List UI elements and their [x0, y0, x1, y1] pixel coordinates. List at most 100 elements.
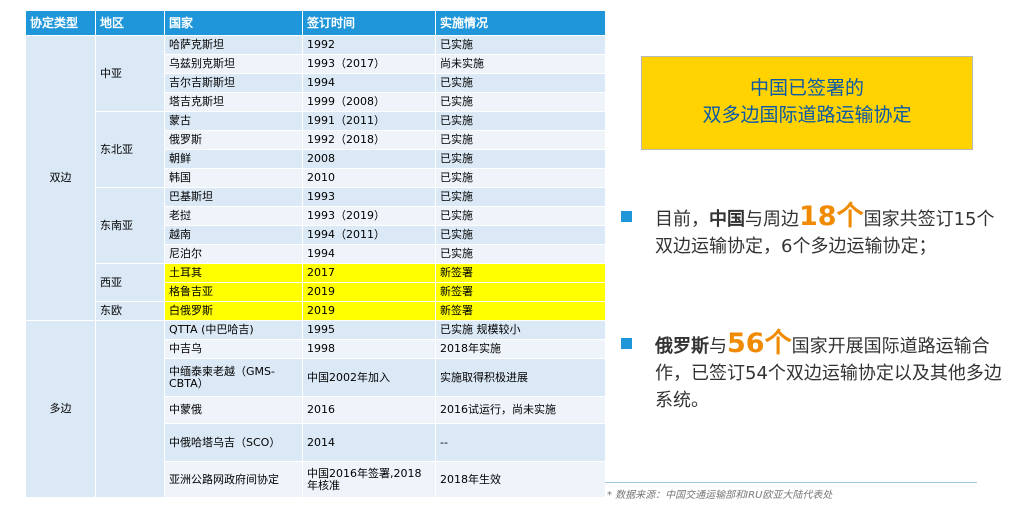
country-cell: 哈萨克斯坦 [165, 36, 303, 55]
table-row: 东北亚 蒙古 1991（2011） 已实施 [26, 112, 606, 188]
status-cell: 已实施 [436, 93, 606, 112]
header-status: 实施情况 [436, 11, 606, 36]
header-date: 签订时间 [303, 11, 436, 36]
bullet-text: 俄罗斯与56个国家开展国际道路运输合作，已签订54个双边运输协定以及其他多边系统… [655, 330, 1007, 414]
date-cell: 2008 [303, 150, 436, 169]
table-row: 中蒙俄 2016 2016试运行，尚未实施 [26, 397, 606, 424]
status-cell: 2018年实施 [436, 340, 606, 359]
text-part: 国家开展国际道路运输合作，已签订54个双边运输协定以及其他多边系统。 [655, 336, 1002, 411]
country-cell: 白俄罗斯 [165, 302, 303, 321]
country-cell: 中俄哈塔乌吉（SCO） [165, 424, 303, 462]
date-cell: 1992（2018） [303, 131, 436, 150]
country-cell: 中蒙俄 [165, 397, 303, 424]
status-cell: 新签署 [436, 264, 606, 283]
date-cell: 1995 [303, 321, 436, 340]
date-cell: 1998 [303, 340, 436, 359]
table-row: 越南 1994（2011） 已实施 [26, 226, 606, 245]
status-cell: 已实施 [436, 74, 606, 93]
status-cell: 已实施 [436, 150, 606, 169]
status-cell: 尚未实施 [436, 55, 606, 74]
status-cell: 已实施 [436, 131, 606, 150]
status-cell: 已实施 规模较小 [436, 321, 606, 340]
bold-country: 俄罗斯 [655, 336, 709, 357]
square-bullet-icon [621, 338, 632, 349]
table-row: 中吉乌 1998 2018年实施 [26, 340, 606, 359]
country-cell: 蒙古 [165, 112, 303, 131]
country-cell: 越南 [165, 226, 303, 245]
region-cell-northeast-asia: 东北亚 [96, 112, 165, 188]
table-row: 乌兹别克斯坦 1993（2017） 尚未实施 [26, 55, 606, 74]
source-divider [605, 482, 977, 483]
country-cell: 中缅泰柬老越（GMS-CBTA） [165, 359, 303, 397]
table-row: 亚洲公路网政府间协定 中国2016年签署,2018年核准 2018年生效 [26, 462, 606, 498]
date-cell: 1994 [303, 74, 436, 93]
date-cell: 1992 [303, 36, 436, 55]
region-cell-central-asia: 中亚 [96, 36, 165, 112]
region-cell-west-asia: 西亚 [96, 264, 165, 302]
table-row: 中俄哈塔乌吉（SCO） 2014 -- [26, 424, 606, 462]
status-cell: 新签署 [436, 302, 606, 321]
region-cell-southeast-asia: 东南亚 [96, 188, 165, 264]
date-cell: 中国2002年加入 [303, 359, 436, 397]
agreements-table: 协定类型 地区 国家 签订时间 实施情况 双边 中亚 哈萨克斯坦 1992 已实… [26, 11, 606, 498]
country-cell: 土耳其 [165, 264, 303, 283]
country-cell: 巴基斯坦 [165, 188, 303, 207]
highlight-number: 56个 [727, 328, 792, 359]
header-region: 地区 [96, 11, 165, 36]
country-cell: 俄罗斯 [165, 131, 303, 150]
status-cell: 已实施 [436, 245, 606, 264]
table-row: 多边 QTTA (中巴哈吉) 1995 已实施 规模较小 [26, 321, 606, 498]
date-cell: 2014 [303, 424, 436, 462]
status-cell: 实施取得积极进展 [436, 359, 606, 397]
country-cell: 韩国 [165, 169, 303, 188]
table-row: 俄罗斯 1992（2018） 已实施 [26, 131, 606, 150]
bullet-china: 目前，中国与周边18个国家共签订15个双边运输协定，6个多边运输协定； [621, 203, 1007, 260]
bullet-russia: 俄罗斯与56个国家开展国际道路运输合作，已签订54个双边运输协定以及其他多边系统… [621, 330, 1007, 414]
status-cell: -- [436, 424, 606, 462]
date-cell: 中国2016年签署,2018年核准 [303, 462, 436, 498]
country-cell: 朝鲜 [165, 150, 303, 169]
country-cell: 塔吉克斯坦 [165, 93, 303, 112]
status-cell: 2018年生效 [436, 462, 606, 498]
text-part: 目前， [655, 209, 709, 230]
table-row: 朝鲜 2008 已实施 [26, 150, 606, 169]
date-cell: 1993（2017） [303, 55, 436, 74]
type-cell-bilateral: 双边 [26, 36, 96, 321]
status-cell: 已实施 [436, 188, 606, 207]
country-cell: QTTA (中巴哈吉) [165, 321, 303, 340]
date-cell: 1999（2008） [303, 93, 436, 112]
header-type: 协定类型 [26, 11, 96, 36]
date-cell: 1993 [303, 188, 436, 207]
date-cell: 2017 [303, 264, 436, 283]
table-header-row: 协定类型 地区 国家 签订时间 实施情况 [26, 11, 606, 36]
table-row-highlighted: 格鲁吉亚 2019 新签署 [26, 283, 606, 302]
status-cell: 新签署 [436, 283, 606, 302]
date-cell: 1991（2011） [303, 112, 436, 131]
status-cell: 已实施 [436, 36, 606, 55]
table-row: 东南亚 巴基斯坦 1993 已实施 [26, 188, 606, 264]
region-cell-east-europe: 东欧 [96, 302, 165, 321]
date-cell: 2016 [303, 397, 436, 424]
square-bullet-icon [621, 211, 632, 222]
date-cell: 2010 [303, 169, 436, 188]
date-cell: 2019 [303, 302, 436, 321]
status-cell: 已实施 [436, 226, 606, 245]
table-row: 双边 中亚 哈萨克斯坦 1992 已实施 [26, 36, 606, 321]
type-cell-multilateral: 多边 [26, 321, 96, 498]
table-row-highlighted: 西亚 土耳其 2017 新签署 [26, 264, 606, 302]
country-cell: 尼泊尔 [165, 245, 303, 264]
country-cell: 中吉乌 [165, 340, 303, 359]
header-country: 国家 [165, 11, 303, 36]
country-cell: 老挝 [165, 207, 303, 226]
title-box: 中国已签署的 双多边国际道路运输协定 [641, 56, 973, 150]
table-row-highlighted: 东欧 白俄罗斯 2019 新签署 [26, 302, 606, 321]
highlight-number: 18个 [799, 201, 864, 232]
bullet-text: 目前，中国与周边18个国家共签订15个双边运输协定，6个多边运输协定； [655, 203, 1007, 260]
title-line-2: 双多边国际道路运输协定 [702, 104, 912, 126]
date-cell: 1993（2019） [303, 207, 436, 226]
status-cell: 已实施 [436, 169, 606, 188]
status-cell: 2016试运行，尚未实施 [436, 397, 606, 424]
country-cell: 乌兹别克斯坦 [165, 55, 303, 74]
table-row: 韩国 2010 已实施 [26, 169, 606, 188]
source-note: * 数据来源：中国交通运输部和IRU欧亚大陆代表处 [607, 490, 833, 501]
